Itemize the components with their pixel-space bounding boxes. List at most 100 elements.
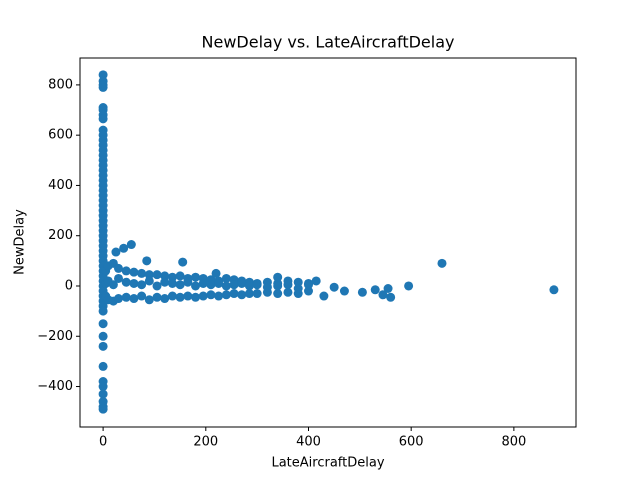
point (129, 294, 139, 304)
point (383, 283, 393, 293)
point (329, 282, 339, 292)
point (129, 267, 139, 277)
point (114, 294, 124, 304)
point (160, 277, 170, 287)
point (237, 290, 247, 300)
point (252, 280, 262, 290)
point (175, 292, 185, 302)
y-tick-label: 400 (48, 178, 73, 193)
point (214, 291, 224, 301)
point (98, 82, 108, 92)
point (283, 280, 293, 290)
point (293, 283, 303, 293)
point (129, 278, 139, 288)
point (152, 270, 162, 280)
point (137, 280, 147, 290)
point (183, 291, 193, 301)
point (114, 273, 124, 283)
x-tick-label: 0 (99, 435, 107, 450)
point (142, 256, 152, 266)
y-axis-label: NewDelay (13, 209, 28, 275)
y-tick-label: −200 (37, 329, 73, 344)
point (98, 382, 108, 392)
point (98, 70, 108, 80)
point (98, 331, 108, 341)
point (198, 291, 208, 301)
point (221, 290, 231, 300)
point (126, 240, 136, 250)
y-tick-label: 800 (48, 77, 73, 92)
point (370, 285, 380, 295)
point (549, 285, 559, 295)
point (273, 281, 283, 291)
point (303, 286, 313, 296)
point (108, 280, 118, 290)
point (121, 292, 131, 302)
point (119, 243, 129, 253)
point (98, 389, 108, 399)
x-axis-label: LateAircraftDelay (271, 456, 384, 471)
y-tick-label: 200 (48, 228, 73, 243)
point (98, 361, 108, 371)
point (404, 281, 414, 291)
point (339, 286, 349, 296)
point (98, 319, 108, 329)
x-tick-label: 600 (399, 435, 424, 450)
point (311, 276, 321, 286)
point (167, 291, 177, 301)
x-tick-label: 800 (501, 435, 526, 450)
point (152, 292, 162, 302)
x-tick-label: 400 (296, 435, 321, 450)
point (244, 281, 254, 291)
point (98, 114, 108, 124)
point (121, 266, 131, 276)
point (244, 289, 254, 299)
point (211, 268, 221, 278)
point (144, 276, 154, 286)
point (206, 280, 216, 290)
y-tick-label: 0 (65, 278, 73, 293)
point (160, 294, 170, 304)
point (175, 280, 185, 290)
point (198, 278, 208, 288)
x-tick-label: 200 (193, 435, 218, 450)
point (98, 341, 108, 351)
point (262, 282, 272, 292)
point (319, 291, 329, 301)
point (229, 280, 239, 290)
point (167, 278, 177, 288)
point (137, 291, 147, 301)
point (303, 280, 313, 290)
point (114, 263, 124, 273)
point (191, 292, 201, 302)
point (111, 247, 121, 257)
point (357, 287, 367, 297)
point (152, 281, 162, 291)
point (386, 292, 396, 302)
point (293, 277, 303, 287)
point (214, 278, 224, 288)
point (183, 277, 193, 287)
point (283, 287, 293, 297)
point (221, 273, 231, 283)
axes-frame (79, 57, 577, 428)
point (273, 272, 283, 282)
point (273, 289, 283, 299)
y-tick-label: −400 (37, 379, 73, 394)
point (178, 257, 188, 267)
point (229, 289, 239, 299)
point (144, 295, 154, 305)
point (252, 289, 262, 299)
point (237, 278, 247, 288)
point (175, 271, 185, 281)
point (378, 290, 388, 300)
point (98, 306, 108, 316)
point (221, 281, 231, 291)
point (121, 277, 131, 287)
y-tick-label: 600 (48, 128, 73, 143)
point (98, 404, 108, 414)
chart-title: NewDelay vs. LateAircraftDelay (202, 33, 455, 52)
point (191, 281, 201, 291)
point (144, 270, 154, 280)
